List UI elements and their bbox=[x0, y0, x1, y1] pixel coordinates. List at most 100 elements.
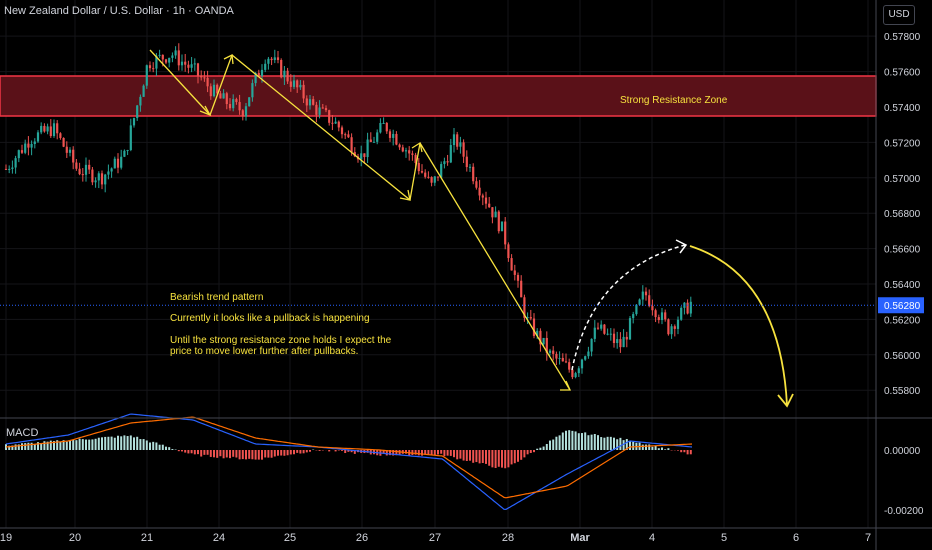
candle-body bbox=[52, 123, 56, 137]
candle-body bbox=[494, 211, 497, 218]
chart-title: New Zealand Dollar / U.S. Dollar · 1h · … bbox=[4, 5, 234, 17]
candle-body bbox=[529, 317, 532, 319]
candle-body bbox=[324, 108, 328, 111]
candle-body bbox=[542, 337, 545, 345]
candle-body bbox=[574, 373, 577, 378]
candle-body bbox=[600, 324, 603, 329]
candle-body bbox=[360, 153, 363, 160]
candle-body bbox=[260, 69, 264, 77]
candle-body bbox=[171, 55, 174, 58]
candle-body bbox=[180, 61, 184, 66]
candle-body bbox=[212, 84, 216, 97]
candle-body bbox=[648, 295, 651, 307]
candle-body bbox=[68, 149, 72, 153]
candle-body bbox=[366, 139, 369, 158]
candle-body bbox=[148, 65, 152, 69]
y-tick-label: 0.57400 bbox=[884, 103, 921, 114]
candle-body bbox=[8, 168, 11, 170]
candle-body bbox=[36, 132, 40, 142]
candle-body bbox=[584, 356, 587, 360]
arrow-head bbox=[223, 54, 234, 65]
candle-body bbox=[152, 68, 155, 70]
candle-body bbox=[440, 164, 443, 178]
candle-body bbox=[500, 221, 504, 232]
candle-body bbox=[174, 50, 177, 56]
candle-body bbox=[520, 280, 523, 298]
y-tick-label: 0.56400 bbox=[884, 280, 921, 291]
candle-body bbox=[379, 123, 382, 133]
trend-segment bbox=[149, 49, 211, 116]
candle-body bbox=[40, 125, 43, 133]
candle-body bbox=[11, 167, 14, 169]
candle-body bbox=[184, 61, 187, 65]
resistance-zone-label: Strong Resistance Zone bbox=[620, 95, 728, 106]
macd-tick-label: -0.00200 bbox=[884, 506, 924, 517]
candle-body bbox=[81, 174, 84, 176]
candle-body bbox=[526, 317, 529, 319]
candle-body bbox=[65, 146, 68, 153]
note-expectation-2: price to move lower further after pullba… bbox=[170, 346, 359, 357]
candle-body bbox=[401, 147, 404, 152]
candle-body bbox=[468, 166, 472, 168]
candle-body bbox=[270, 58, 273, 61]
candle-body bbox=[209, 86, 212, 97]
candle-body bbox=[132, 118, 136, 126]
candle-body bbox=[619, 339, 622, 348]
candle-body bbox=[94, 180, 97, 183]
candle-body bbox=[46, 126, 49, 132]
candle-body bbox=[616, 339, 619, 344]
candle-body bbox=[408, 150, 411, 154]
candle-body bbox=[411, 153, 414, 155]
candle-body bbox=[369, 139, 372, 142]
currency-button[interactable]: USD bbox=[883, 5, 915, 25]
candle-body bbox=[107, 171, 110, 175]
candle-body bbox=[225, 93, 228, 105]
candle-body bbox=[305, 98, 308, 106]
candle-body bbox=[414, 154, 417, 163]
y-tick-label: 0.57600 bbox=[884, 68, 921, 79]
candle-body bbox=[280, 59, 283, 78]
candle-body bbox=[164, 59, 168, 63]
candle-body bbox=[430, 177, 433, 183]
x-tick-label: 5 bbox=[721, 532, 727, 544]
candle-body bbox=[388, 131, 392, 138]
candle-body bbox=[516, 274, 520, 281]
candle-body bbox=[257, 72, 260, 77]
candle-body bbox=[142, 85, 145, 97]
candle-body bbox=[452, 134, 456, 146]
candle-body bbox=[385, 122, 388, 132]
candle-body bbox=[216, 84, 219, 94]
trend-segment bbox=[209, 54, 233, 116]
candle-body bbox=[676, 319, 680, 329]
projected-decline-path bbox=[689, 245, 788, 406]
last-price-badge bbox=[878, 297, 924, 314]
candle-body bbox=[644, 291, 648, 296]
candle-body bbox=[24, 143, 27, 153]
candle-body bbox=[424, 172, 427, 177]
candle-body bbox=[376, 132, 379, 142]
candle-body bbox=[603, 324, 606, 334]
candle-body bbox=[609, 333, 612, 335]
candle-body bbox=[606, 333, 609, 335]
note-expectation-1: Until the strong resistance zone holds I… bbox=[170, 335, 392, 346]
candle-body bbox=[100, 173, 104, 185]
candle-body bbox=[334, 121, 337, 124]
arrow-head bbox=[399, 189, 411, 201]
candle-body bbox=[235, 99, 238, 103]
arrow-head bbox=[560, 380, 572, 391]
candle-body bbox=[488, 203, 491, 208]
candle-body bbox=[43, 125, 46, 132]
x-tick-label: 25 bbox=[284, 532, 296, 544]
candle-body bbox=[84, 164, 88, 175]
candle-body bbox=[555, 353, 558, 359]
candle-body bbox=[116, 158, 120, 168]
candle-body bbox=[251, 83, 254, 98]
candle-body bbox=[312, 99, 315, 105]
note-trend: Bearish trend pattern bbox=[170, 292, 264, 303]
candle-body bbox=[296, 80, 299, 88]
candle-body bbox=[446, 161, 449, 163]
candle-body bbox=[244, 106, 248, 117]
candle-body bbox=[155, 55, 158, 69]
